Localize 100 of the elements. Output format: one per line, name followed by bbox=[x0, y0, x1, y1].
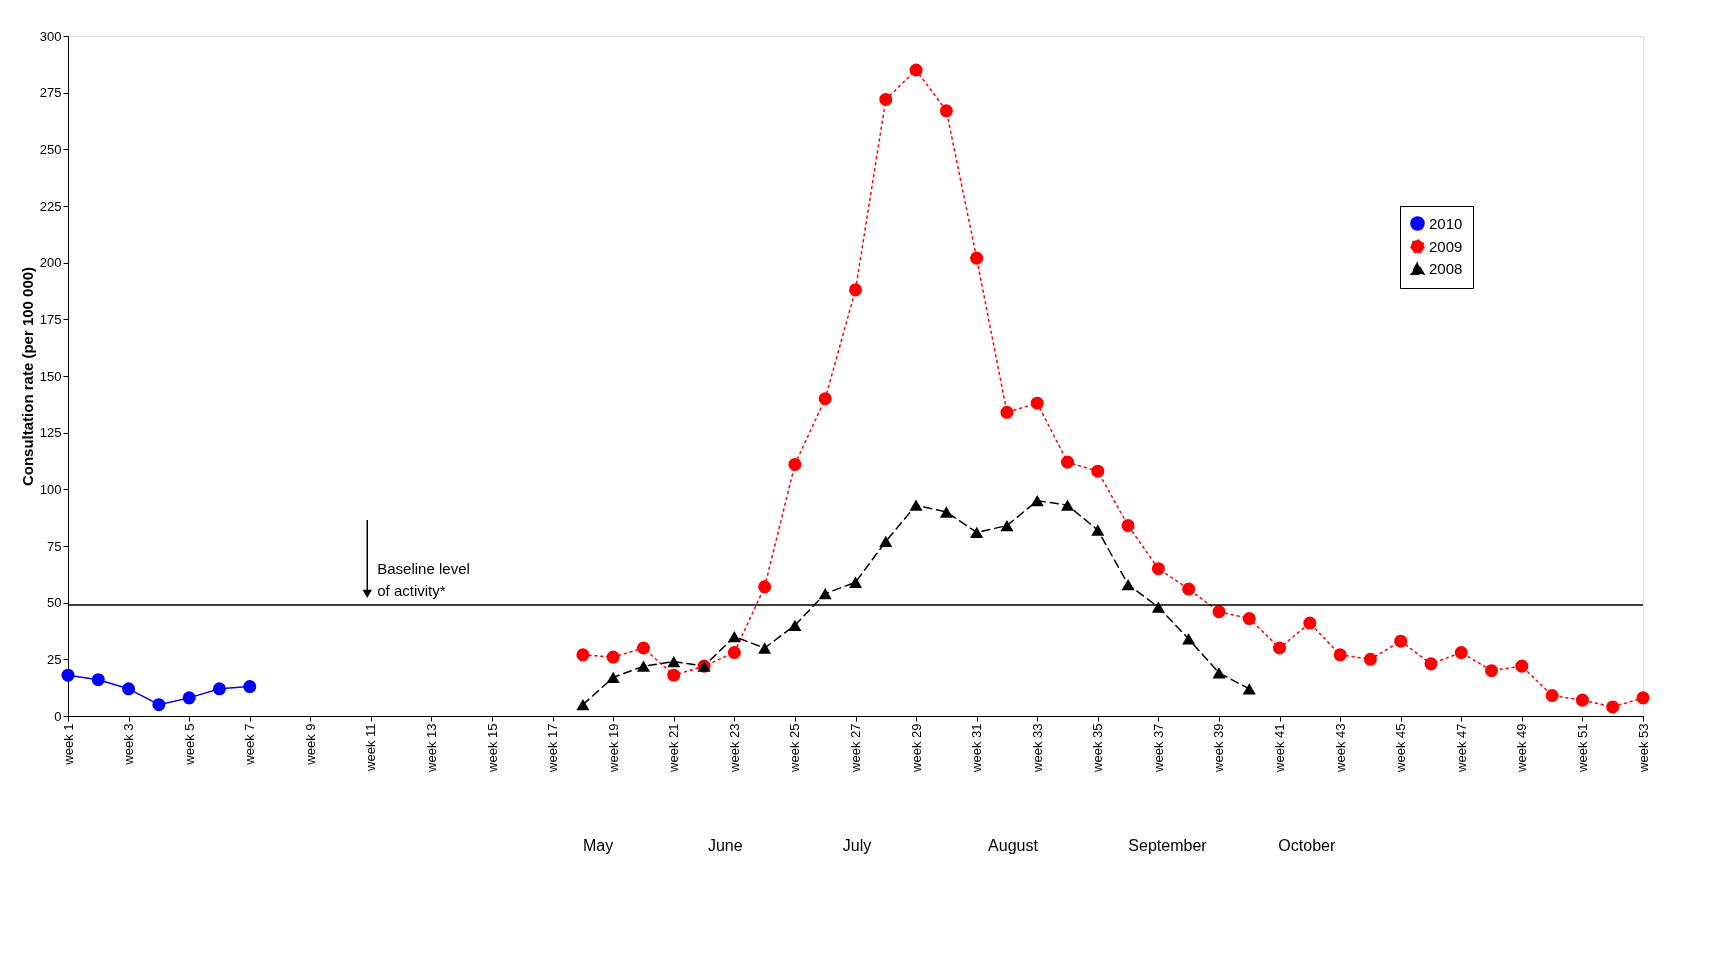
point bbox=[1545, 689, 1559, 703]
point bbox=[848, 283, 863, 297]
point bbox=[879, 92, 893, 106]
x-tick-label: week 7 bbox=[242, 723, 258, 766]
text: June bbox=[707, 837, 743, 854]
point bbox=[909, 499, 923, 511]
point bbox=[1182, 582, 1196, 596]
text: October bbox=[1278, 837, 1336, 854]
point bbox=[1091, 524, 1105, 536]
point bbox=[1515, 659, 1529, 673]
y-tick-label: 300 bbox=[39, 28, 62, 44]
x-tick-label: week 41 bbox=[1272, 723, 1288, 773]
point bbox=[788, 619, 802, 631]
x-tick-label: week 47 bbox=[1453, 723, 1469, 773]
point bbox=[1212, 605, 1226, 619]
point bbox=[1333, 648, 1347, 662]
point bbox=[1485, 664, 1499, 678]
y-tick-label: 175 bbox=[39, 311, 62, 327]
y-tick-label: 75 bbox=[47, 538, 62, 554]
point bbox=[1394, 634, 1408, 648]
y-tick-label: 100 bbox=[39, 481, 62, 497]
point bbox=[1151, 601, 1165, 613]
point bbox=[1242, 683, 1256, 695]
x-tick-label: week 37 bbox=[1150, 723, 1166, 773]
x-tick-label: week 27 bbox=[848, 723, 863, 773]
x-tick-label: week 13 bbox=[423, 723, 439, 773]
point bbox=[758, 642, 772, 654]
point bbox=[152, 698, 166, 712]
y-tick-label: 25 bbox=[47, 651, 62, 667]
point bbox=[939, 506, 953, 518]
point bbox=[1303, 616, 1317, 630]
point bbox=[243, 680, 257, 694]
point bbox=[818, 392, 832, 406]
x-tick-label: week 11 bbox=[363, 723, 379, 772]
point bbox=[1000, 519, 1014, 532]
point bbox=[909, 63, 923, 77]
x-tick-label: week 5 bbox=[181, 723, 197, 766]
y-tick-label: 200 bbox=[39, 255, 62, 271]
x-tick-label: week 53 bbox=[1635, 723, 1651, 773]
point bbox=[667, 655, 681, 668]
x-tick-label: week 3 bbox=[121, 723, 137, 766]
point bbox=[1121, 578, 1135, 591]
y-tick-label: 250 bbox=[39, 141, 62, 157]
ref-line-label: Baseline level of activity* bbox=[377, 559, 470, 599]
text: August bbox=[988, 837, 1039, 854]
point bbox=[727, 631, 741, 643]
point bbox=[212, 682, 226, 696]
point bbox=[61, 668, 75, 682]
x-tick-label: week 23 bbox=[726, 723, 742, 773]
y-tick-label: 50 bbox=[47, 595, 62, 611]
point bbox=[1212, 667, 1226, 679]
point bbox=[1061, 455, 1075, 469]
point bbox=[758, 580, 772, 594]
y-tick-label: 125 bbox=[39, 425, 62, 441]
x-tick-label: week 1 bbox=[60, 723, 76, 766]
point bbox=[970, 526, 984, 539]
point bbox=[1182, 633, 1196, 645]
x-tick-label: week 49 bbox=[1514, 723, 1530, 773]
x-tick-label: week 51 bbox=[1574, 723, 1590, 773]
point bbox=[788, 457, 802, 471]
point bbox=[182, 691, 196, 705]
point bbox=[1363, 652, 1377, 666]
x-tick-label: week 19 bbox=[605, 723, 621, 773]
point bbox=[1636, 691, 1650, 705]
point bbox=[1575, 693, 1589, 707]
y-tick-label: 150 bbox=[39, 368, 62, 384]
point bbox=[939, 104, 953, 118]
point bbox=[1000, 405, 1014, 419]
legend-label: 2010 bbox=[1429, 214, 1463, 232]
y-tick-label: 275 bbox=[39, 85, 62, 101]
point bbox=[1606, 700, 1620, 714]
point bbox=[1454, 646, 1468, 660]
y-tick-label: 225 bbox=[39, 198, 62, 214]
point bbox=[576, 648, 590, 662]
x-tick-label: week 9 bbox=[302, 723, 318, 766]
legend-label: 2008 bbox=[1429, 259, 1463, 277]
x-tick-label: week 43 bbox=[1332, 723, 1348, 773]
x-tick-label: week 15 bbox=[484, 723, 500, 773]
point bbox=[667, 668, 681, 682]
x-tick-label: week 21 bbox=[666, 723, 682, 773]
point bbox=[1030, 495, 1044, 507]
y-tick-label: 0 bbox=[54, 708, 62, 724]
point bbox=[576, 699, 590, 711]
point bbox=[879, 535, 893, 548]
point bbox=[91, 673, 105, 687]
legend-label: 2009 bbox=[1429, 237, 1463, 255]
point bbox=[122, 682, 136, 696]
point bbox=[1242, 612, 1256, 626]
point bbox=[1151, 562, 1165, 576]
point bbox=[1030, 396, 1044, 410]
text: May bbox=[582, 837, 614, 854]
x-tick-label: week 25 bbox=[787, 723, 803, 773]
x-tick-label: week 39 bbox=[1211, 723, 1227, 773]
x-tick-label: week 33 bbox=[1029, 723, 1045, 773]
point bbox=[970, 251, 984, 265]
x-tick-label: week 45 bbox=[1393, 723, 1409, 773]
text: July bbox=[842, 837, 872, 854]
text: September bbox=[1128, 837, 1208, 854]
y-axis-title: Consultation rate (per 100 000) bbox=[18, 266, 36, 487]
point bbox=[636, 660, 650, 672]
